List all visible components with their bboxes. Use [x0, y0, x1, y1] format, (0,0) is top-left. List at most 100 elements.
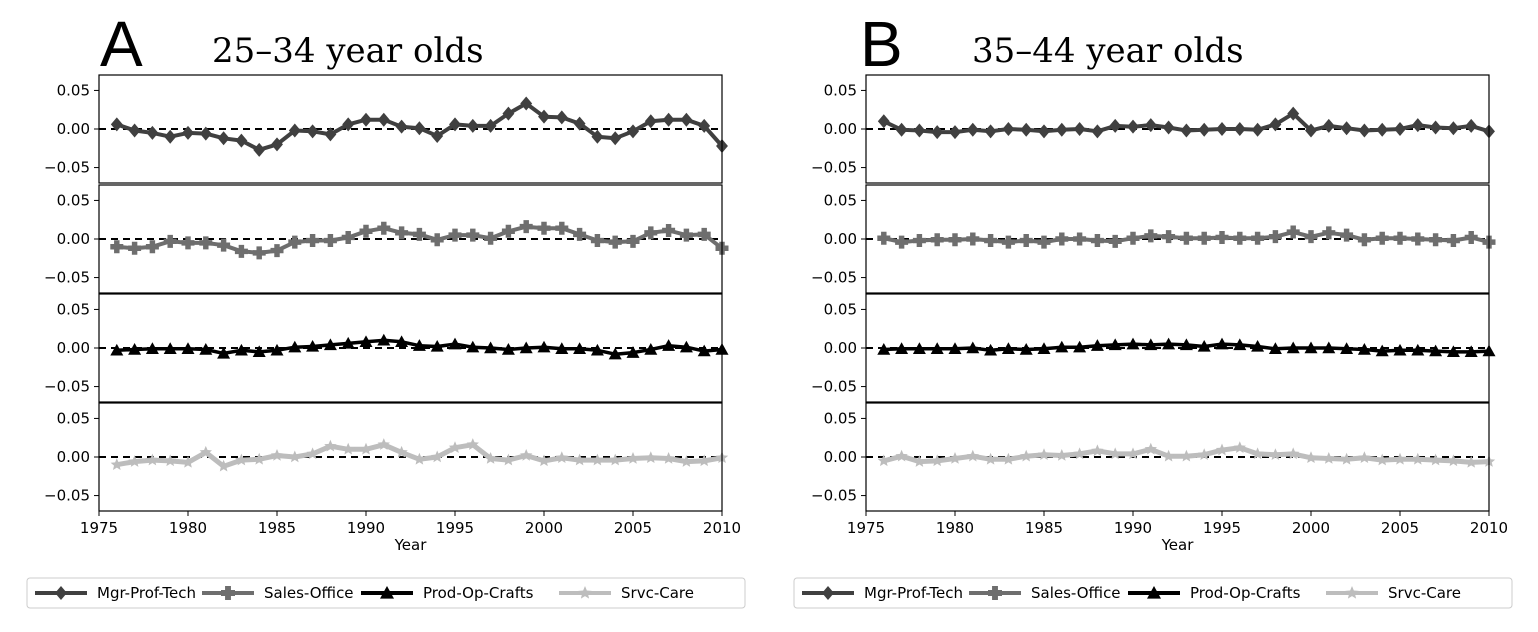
data-point — [1037, 448, 1051, 460]
legend-marker — [380, 586, 394, 599]
data-point — [573, 116, 586, 131]
data-point — [555, 451, 568, 464]
data-point — [537, 340, 551, 353]
data-point — [626, 452, 640, 464]
data-point — [1019, 234, 1033, 248]
data-point — [217, 459, 230, 472]
data-point — [181, 455, 195, 468]
data-point — [520, 96, 533, 111]
data-point — [1198, 448, 1211, 460]
data-point — [1215, 443, 1229, 456]
data-point — [591, 453, 604, 466]
data-point — [484, 118, 497, 133]
data-point — [145, 342, 159, 354]
data-point — [395, 335, 409, 348]
data-point — [1357, 343, 1371, 355]
data-point — [1055, 232, 1069, 246]
data-point — [1304, 451, 1318, 464]
data-point — [1411, 232, 1425, 246]
data-point — [217, 346, 231, 359]
data-point — [877, 454, 890, 467]
legend-marker — [1345, 586, 1359, 599]
data-point — [930, 233, 944, 247]
data-point — [698, 118, 711, 133]
data-point — [146, 125, 159, 140]
data-point — [609, 453, 622, 466]
x-tick-label: 1990 — [347, 519, 385, 537]
data-point — [662, 112, 675, 127]
y-tick-label: −0.05 — [44, 269, 90, 287]
data-point — [323, 338, 337, 351]
data-point — [626, 234, 640, 248]
data-point — [591, 129, 604, 144]
data-point — [1322, 118, 1335, 133]
y-tick-label: −0.05 — [811, 487, 857, 505]
data-point — [590, 234, 604, 248]
data-point — [413, 452, 426, 465]
data-point — [1216, 122, 1228, 136]
subplot-prod-op-crafts: 0.05 0.00 −0.05 — [811, 293, 1496, 403]
x-tick-label: 2005 — [1381, 519, 1419, 537]
data-point — [1108, 234, 1122, 248]
y-tick-label: 0.05 — [57, 409, 90, 427]
data-point — [342, 117, 355, 132]
data-point — [1144, 338, 1158, 351]
data-point — [555, 342, 569, 354]
data-point — [1144, 118, 1157, 133]
legend-label: Srvc-Care — [1388, 584, 1461, 602]
y-tick-label: −0.05 — [811, 378, 857, 396]
panel-A: A 25–34 year olds 0.05 0.00 −0.05 0.05 0.00 −0.… — [26, 8, 746, 609]
data-point — [519, 220, 533, 234]
data-point — [1376, 122, 1389, 137]
data-point — [1109, 447, 1122, 460]
data-point — [644, 226, 658, 240]
data-point — [377, 438, 390, 450]
data-point — [680, 112, 693, 127]
data-point — [217, 131, 230, 146]
data-point — [412, 227, 426, 241]
data-point — [662, 452, 675, 464]
data-point — [1002, 452, 1015, 465]
data-point — [1411, 343, 1425, 356]
data-point — [1037, 342, 1051, 354]
data-point — [1162, 449, 1175, 462]
data-point — [1322, 341, 1336, 354]
data-point — [1001, 342, 1015, 354]
panel-title: 35–44 year olds — [972, 31, 1244, 71]
data-point — [377, 112, 390, 127]
data-point — [199, 126, 212, 141]
data-point — [1340, 228, 1354, 242]
data-point — [930, 342, 944, 354]
data-point — [324, 439, 337, 452]
data-point — [341, 336, 355, 349]
data-point — [895, 449, 908, 462]
data-point — [948, 342, 962, 354]
subplot-mgr-prof-tech: 0.05 0.00 −0.05 — [811, 74, 1495, 184]
data-point — [502, 106, 515, 121]
data-point — [1233, 231, 1247, 245]
data-point — [949, 125, 961, 140]
y-tick-label: 0.00 — [824, 230, 857, 248]
x-tick-label: 2010 — [1470, 519, 1508, 537]
data-point — [573, 342, 587, 354]
data-point — [1197, 339, 1211, 352]
data-point — [1073, 447, 1086, 460]
data-point — [697, 227, 711, 241]
data-point — [1020, 122, 1033, 137]
data-point — [288, 450, 301, 463]
legend-entry: Sales-Office — [202, 584, 354, 602]
data-point — [1179, 338, 1193, 351]
data-point — [164, 454, 177, 467]
x-tick-label: 2000 — [525, 519, 563, 537]
data-point — [1340, 342, 1354, 354]
y-tick-label: 0.05 — [57, 191, 90, 209]
data-point — [537, 454, 551, 467]
data-point — [449, 117, 461, 132]
data-point — [1144, 442, 1157, 455]
y-tick-label: 0.05 — [824, 300, 857, 318]
data-point — [1055, 122, 1068, 137]
data-point — [412, 339, 426, 351]
data-point — [931, 454, 944, 467]
data-point — [1447, 121, 1460, 136]
x-tick-label: 1985 — [258, 519, 296, 537]
